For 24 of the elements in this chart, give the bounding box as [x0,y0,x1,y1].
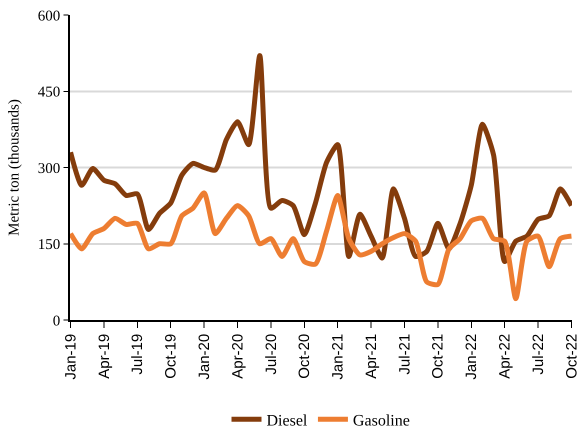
y-tick-label: 450 [38,84,60,100]
legend-label: Gasoline [352,412,410,430]
x-tick-label: Jul-20 [262,334,280,375]
x-tick-label: Apr-19 [96,334,113,379]
y-tick-label: 600 [38,8,60,24]
x-tick-label: Jul-21 [396,334,414,375]
x-tick-label: Jul-22 [530,334,547,375]
x-tick-label: Apr-21 [362,334,380,379]
x-tick-label: Oct-22 [563,334,580,379]
x-tick-label: Apr-22 [496,334,514,379]
y-tick-label: 0 [52,313,60,330]
x-tick-label: Jan-21 [330,334,347,380]
y-tick-label: 300 [38,160,60,177]
y-axis-title: Metric ton (thousands) [6,99,22,236]
x-tick-label: Jan-20 [196,334,214,380]
x-tick-label: Oct-19 [162,334,180,379]
x-tick-label: Jan-22 [463,334,480,380]
x-tick-label: Jan-19 [62,334,80,380]
x-tick-label: Apr-20 [229,334,246,379]
legend-label: Diesel [266,412,308,430]
x-tick-label: Jul-19 [129,334,146,375]
y-tick-label: 150 [38,237,60,253]
x-tick-label: Oct-20 [296,334,314,379]
x-tick-label: Oct-21 [430,334,447,379]
